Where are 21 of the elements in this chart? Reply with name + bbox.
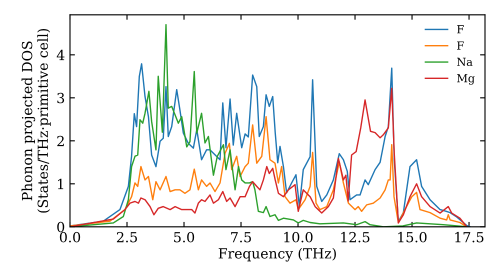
line-series <box>70 116 468 227</box>
y-tick-label: 4 <box>56 50 64 60</box>
legend-label: Na <box>457 58 473 66</box>
x-axis-title: Frequency (THz) <box>218 248 336 262</box>
legend-label: F <box>457 41 464 50</box>
x-tick-label: 17.5 <box>455 232 484 242</box>
x-tick-label: 7.5 <box>231 232 251 242</box>
y-axis-title: Phonon projected DOS (States/THz·primitive cell) <box>22 28 51 213</box>
x-tick-label: 2.5 <box>116 232 137 242</box>
x-tick-label: 5.0 <box>174 232 194 242</box>
y-tick-label: 3 <box>57 92 64 104</box>
line-series <box>70 88 468 227</box>
x-tick-label: 0.0 <box>60 232 80 242</box>
y-tick-label: 0 <box>57 222 64 232</box>
x-tick-label: 10.0 <box>284 232 313 242</box>
legend-label: F <box>457 25 464 34</box>
x-tick-label: 12.5 <box>341 232 370 242</box>
y-tick-label: 2 <box>57 136 64 146</box>
legend-label: Mg <box>457 74 475 85</box>
x-tick-label: 15.0 <box>398 232 427 242</box>
y-tick-label: 1 <box>58 178 64 190</box>
